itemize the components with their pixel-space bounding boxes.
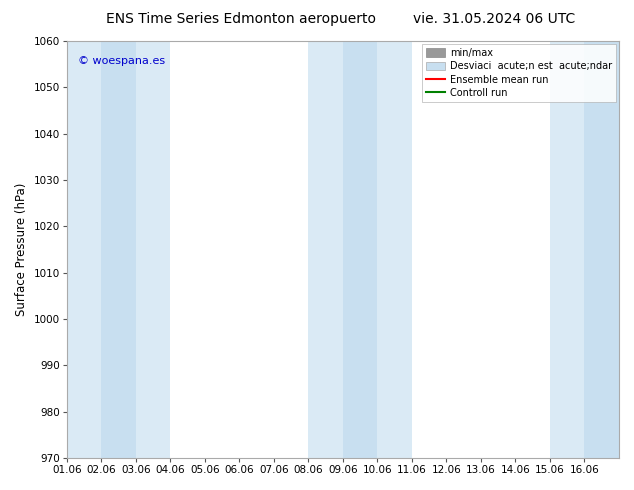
Bar	[67, 41, 101, 458]
Bar	[308, 41, 343, 458]
Bar	[343, 41, 377, 458]
Bar	[377, 41, 412, 458]
Bar	[101, 41, 136, 458]
Bar	[136, 41, 171, 458]
Y-axis label: Surface Pressure (hPa): Surface Pressure (hPa)	[15, 183, 28, 316]
Text: ENS Time Series Edmonton aeropuerto: ENS Time Series Edmonton aeropuerto	[106, 12, 376, 26]
Bar	[550, 41, 585, 458]
Text: vie. 31.05.2024 06 UTC: vie. 31.05.2024 06 UTC	[413, 12, 576, 26]
Bar	[585, 41, 619, 458]
Legend: min/max, Desviaci  acute;n est  acute;ndar, Ensemble mean run, Controll run: min/max, Desviaci acute;n est acute;ndar…	[422, 44, 616, 102]
Text: © woespana.es: © woespana.es	[78, 56, 165, 66]
